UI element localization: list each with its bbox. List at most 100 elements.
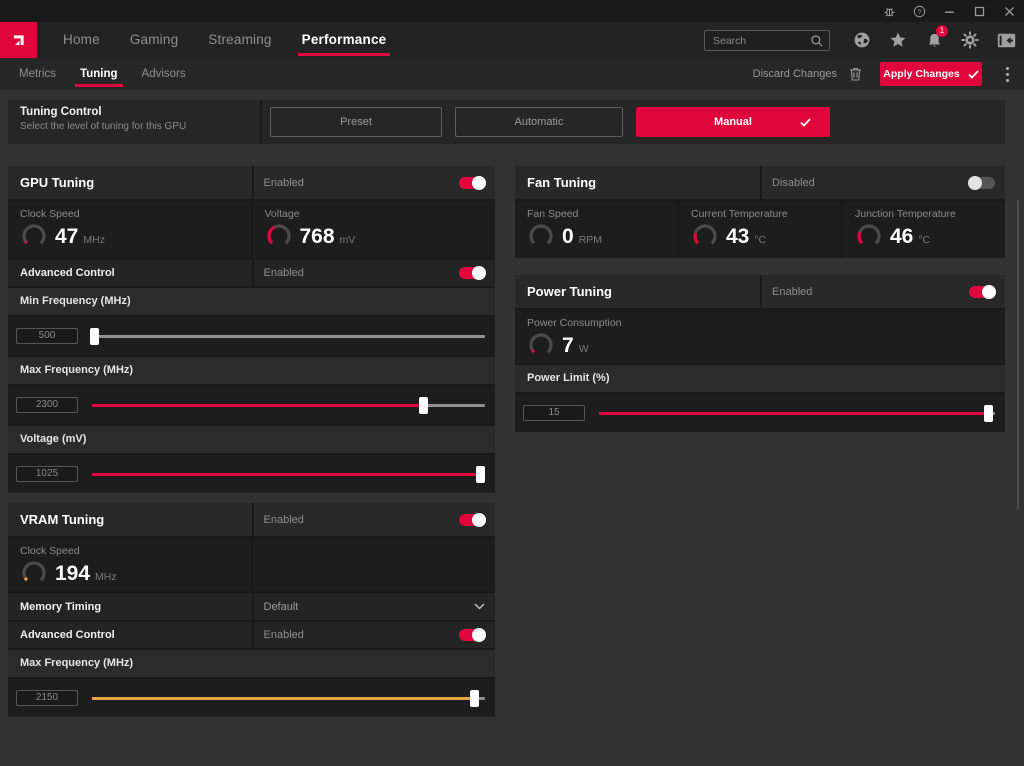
web-browser-icon[interactable] <box>844 22 880 58</box>
power-limit-input[interactable]: 15 <box>523 405 585 421</box>
tuning-page: Tuning Control Select the level of tunin… <box>0 90 1024 766</box>
junction-temperature-metric: Junction Temperature 46 °C <box>841 201 1005 258</box>
tuning-mode-automatic-button[interactable]: Automatic <box>455 107 623 137</box>
apply-changes-button[interactable]: Apply Changes <box>880 62 982 86</box>
slider-thumb[interactable] <box>476 465 486 483</box>
gpu-tuning-status: Enabled <box>263 176 304 189</box>
tab-metrics[interactable]: Metrics <box>19 68 57 80</box>
apply-changes-label: Apply Changes <box>883 68 960 80</box>
search-box[interactable] <box>704 29 830 51</box>
memory-timing-label: Memory Timing <box>20 600 102 613</box>
vram-metric-empty-cell <box>250 538 496 591</box>
automatic-label: Automatic <box>514 116 564 128</box>
gauge-icon <box>22 561 46 585</box>
overlay-panel-icon[interactable] <box>988 22 1024 58</box>
tuning-control-subtitle: Select the level of tuning for this GPU <box>20 121 187 132</box>
vram-max-frequency-label: Max Frequency (MHz) <box>8 650 495 677</box>
chevron-down-icon <box>474 603 485 610</box>
tab-advisors[interactable]: Advisors <box>141 68 186 80</box>
bug-report-icon[interactable] <box>874 0 904 22</box>
gauge-icon <box>529 224 553 248</box>
power-tuning-title: Power Tuning <box>527 284 612 299</box>
vram-tuning-title: VRAM Tuning <box>20 512 105 527</box>
gpu-voltage-slider[interactable] <box>92 465 486 483</box>
power-tuning-status: Enabled <box>772 285 813 298</box>
vram-tuning-card: VRAM Tuning Enabled Clock Speed 194 M <box>8 503 495 717</box>
fan-tuning-status: Disabled <box>772 176 815 189</box>
vram-tuning-status: Enabled <box>263 513 304 526</box>
search-input[interactable] <box>705 31 829 50</box>
vram-advanced-control-label: Advanced Control <box>20 629 115 641</box>
power-limit-label: Power Limit (%) <box>515 365 1005 392</box>
gpu-max-frequency-label: Max Frequency (MHz) <box>8 357 495 384</box>
more-options-kebab-icon[interactable] <box>998 62 1016 86</box>
vertical-scrollbar[interactable] <box>1017 200 1019 510</box>
slider-thumb[interactable] <box>984 404 994 422</box>
tuning-mode-preset-button[interactable]: Preset <box>270 107 442 137</box>
gpu-advanced-control-toggle[interactable] <box>459 266 486 280</box>
slider-thumb[interactable] <box>470 689 480 707</box>
gpu-tuning-toggle[interactable] <box>459 175 486 190</box>
gpu-voltage-label: Voltage (mV) <box>8 426 495 453</box>
tuning-control-info: Tuning Control Select the level of tunin… <box>8 100 262 144</box>
nav-item-performance[interactable]: Performance <box>297 22 391 58</box>
gpu-advanced-control-label: Advanced Control <box>20 267 115 279</box>
tab-tuning[interactable]: Tuning <box>75 58 124 90</box>
vram-max-frequency-input[interactable]: 2150 <box>16 690 78 706</box>
maximize-button[interactable] <box>964 0 994 22</box>
fan-speed-metric: Fan Speed 0 RPM <box>515 201 677 258</box>
fan-tuning-card: Fan Tuning Disabled Fan Speed 0 RPM <box>515 166 1005 258</box>
gauge-icon <box>857 224 881 248</box>
gpu-max-frequency-slider[interactable] <box>92 396 485 414</box>
gpu-tuning-title: GPU Tuning <box>20 175 95 190</box>
nav-item-gaming[interactable]: Gaming <box>129 32 179 47</box>
help-icon[interactable]: ? <box>904 0 934 22</box>
gpu-min-frequency-input[interactable]: 500 <box>16 328 78 344</box>
gauge-icon <box>693 224 717 248</box>
manual-label: Manual <box>714 116 752 128</box>
performance-subnav: Metrics Tuning Advisors Discard Changes … <box>0 58 1024 90</box>
vram-clock-speed-metric: Clock Speed 194 MHz <box>8 538 251 591</box>
amd-logo <box>0 22 37 58</box>
slider-thumb[interactable] <box>419 396 429 414</box>
favorites-star-icon[interactable] <box>880 22 916 58</box>
fan-tuning-title: Fan Tuning <box>527 175 597 190</box>
gpu-advanced-control-status: Enabled <box>263 267 304 279</box>
tuning-control-title: Tuning Control <box>20 106 102 118</box>
power-tuning-toggle[interactable] <box>969 284 996 299</box>
nav-item-home[interactable]: Home <box>63 32 100 47</box>
memory-timing-value: Default <box>263 600 299 613</box>
check-icon <box>968 69 979 79</box>
gauge-icon <box>22 224 46 248</box>
vram-advanced-control-status: Enabled <box>263 629 304 641</box>
preset-label: Preset <box>340 116 372 128</box>
tuning-mode-manual-button[interactable]: Manual <box>636 107 830 137</box>
notifications-bell-icon[interactable]: 1 <box>916 22 952 58</box>
minimize-button[interactable] <box>934 0 964 22</box>
gpu-voltage-metric: Voltage 768 mV <box>250 201 496 258</box>
gpu-voltage-input[interactable]: 1025 <box>16 466 78 482</box>
power-limit-slider[interactable] <box>599 404 995 422</box>
power-tuning-card: Power Tuning Enabled Power Consumption 7 <box>515 275 1005 432</box>
gpu-min-frequency-slider[interactable] <box>90 327 485 345</box>
gpu-max-frequency-input[interactable]: 2300 <box>16 397 78 413</box>
gauge-icon <box>266 224 291 248</box>
vram-tuning-toggle[interactable] <box>459 512 486 527</box>
vram-max-frequency-slider[interactable] <box>92 689 485 707</box>
close-button[interactable] <box>994 0 1024 22</box>
nav-item-streaming[interactable]: Streaming <box>208 32 272 47</box>
current-temperature-metric: Current Temperature 43 °C <box>677 201 841 258</box>
vram-advanced-control-toggle[interactable] <box>459 628 486 642</box>
slider-thumb[interactable] <box>90 327 100 345</box>
tuning-control-card: Tuning Control Select the level of tunin… <box>8 100 1005 144</box>
svg-text:?: ? <box>917 7 921 16</box>
discard-changes-button[interactable]: Discard Changes <box>752 68 837 80</box>
settings-gear-icon[interactable] <box>952 22 988 58</box>
gpu-clock-speed-metric: Clock Speed 47 MHz <box>8 201 251 258</box>
memory-timing-dropdown[interactable]: Default <box>251 593 496 620</box>
fan-tuning-toggle[interactable] <box>968 175 995 190</box>
trash-icon[interactable] <box>849 67 862 81</box>
main-nav: Home Gaming Streaming Performance 1 <box>0 22 1024 58</box>
titlebar: ? <box>0 0 1024 22</box>
